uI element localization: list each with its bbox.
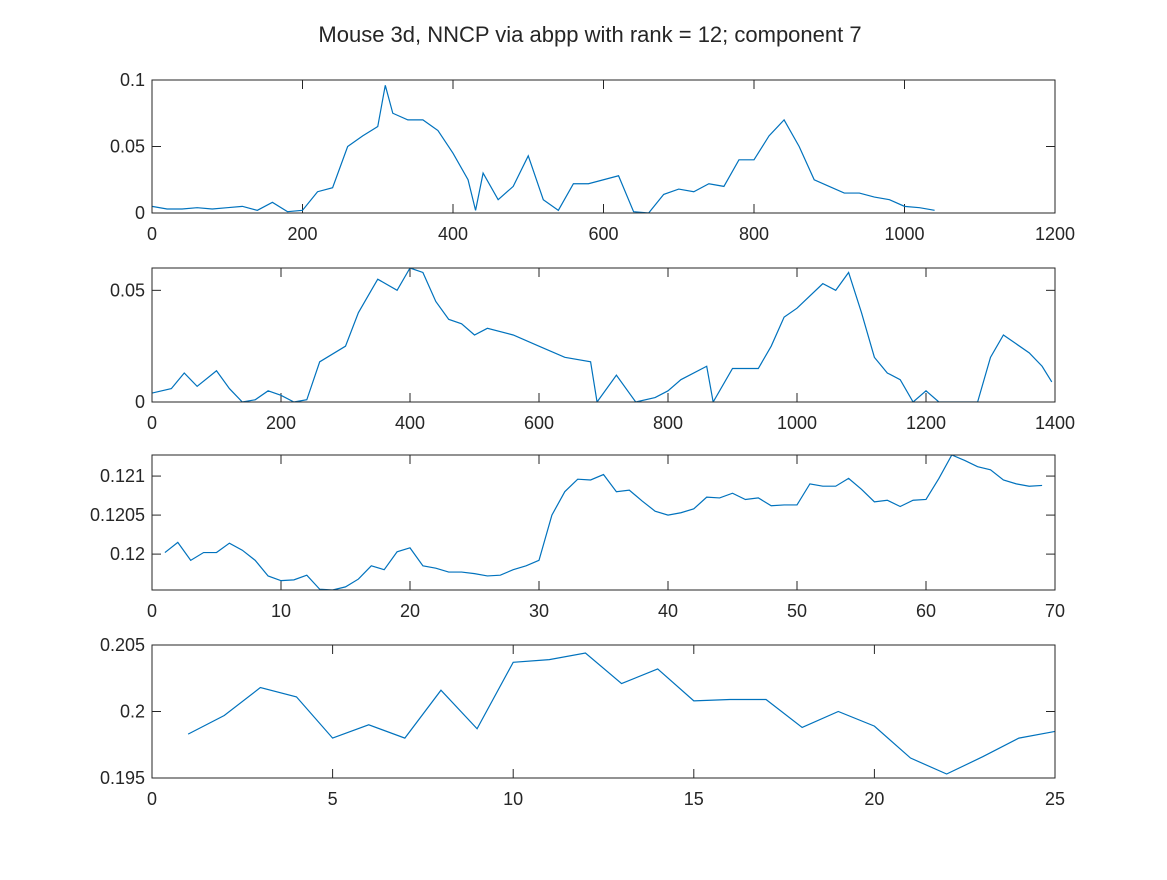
x-tick-label: 50 <box>787 601 807 621</box>
axes: 0 200 400 600 800 1000 1200 1400 0 0.05 <box>110 267 1075 433</box>
axes: 0 10 20 30 40 50 60 70 0.12 0.1205 0.121 <box>90 454 1065 621</box>
y-tick-label: 0 <box>135 392 145 412</box>
x-tick-label: 800 <box>739 224 769 244</box>
y-tick-label: 0.12 <box>110 544 145 564</box>
x-tick-label: 200 <box>287 224 317 244</box>
x-tick-label: 25 <box>1045 789 1065 809</box>
series-line <box>152 85 935 213</box>
y-tick-label: 0.2 <box>120 702 145 722</box>
y-tick-label: 0.121 <box>100 466 145 486</box>
x-tick-label: 60 <box>916 601 936 621</box>
series-line <box>187 652 1055 775</box>
x-tick-label: 5 <box>328 789 338 809</box>
y-tick-label: 0.05 <box>110 280 145 300</box>
axes: 0 200 400 600 800 1000 1200 0 0.05 0.1 <box>110 70 1075 244</box>
y-tick-label: 0.05 <box>110 137 145 157</box>
x-tick-label: 800 <box>653 413 683 433</box>
axes-box <box>151 644 1056 779</box>
x-tick-label: 600 <box>524 413 554 433</box>
axes-box <box>151 79 1056 214</box>
x-tick-label: 1000 <box>777 413 817 433</box>
x-tick-label: 0 <box>147 224 157 244</box>
y-tick-label: 0.195 <box>100 768 145 788</box>
x-tick-label: 200 <box>266 413 296 433</box>
x-tick-label: 400 <box>395 413 425 433</box>
x-tick-label: 1200 <box>906 413 946 433</box>
x-tick-label: 600 <box>588 224 618 244</box>
x-tick-label: 30 <box>529 601 549 621</box>
x-tick-label: 15 <box>684 789 704 809</box>
axes-box <box>151 267 1056 403</box>
x-tick-label: 40 <box>658 601 678 621</box>
y-tick-label: 0.1205 <box>90 505 145 525</box>
figure-title: Mouse 3d, NNCP via abpp with rank = 12; … <box>318 22 861 47</box>
x-tick-label: 1400 <box>1035 413 1075 433</box>
x-tick-label: 1000 <box>884 224 924 244</box>
x-tick-label: 0 <box>147 601 157 621</box>
x-tick-label: 0 <box>147 413 157 433</box>
series-line <box>152 268 1053 402</box>
x-tick-label: 10 <box>271 601 291 621</box>
x-tick-label: 400 <box>438 224 468 244</box>
series-line <box>164 455 1043 590</box>
y-tick-label: 0 <box>135 203 145 223</box>
x-tick-label: 20 <box>400 601 420 621</box>
axes: 0 5 10 15 20 25 0.195 0.2 0.205 <box>100 635 1065 809</box>
x-tick-label: 70 <box>1045 601 1065 621</box>
x-tick-label: 20 <box>864 789 884 809</box>
x-tick-label: 10 <box>503 789 523 809</box>
x-tick-label: 1200 <box>1035 224 1075 244</box>
x-tick-label: 0 <box>147 789 157 809</box>
axes-box <box>151 454 1056 591</box>
y-tick-label: 0.1 <box>120 70 145 90</box>
y-tick-label: 0.205 <box>100 635 145 655</box>
